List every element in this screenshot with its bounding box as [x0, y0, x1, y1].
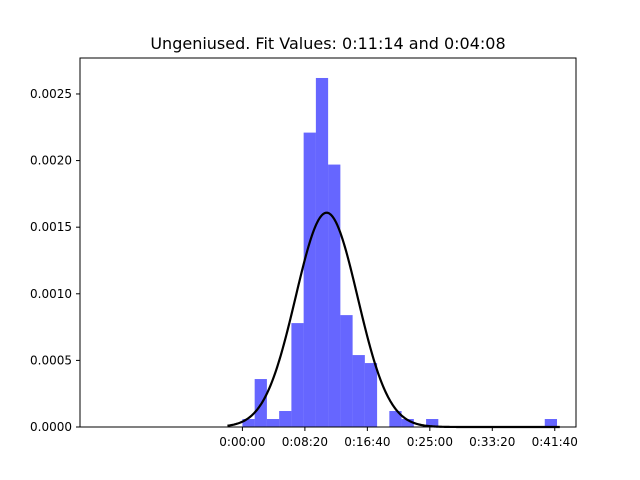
plot-frame — [79, 57, 577, 428]
y-axis: 0.0000 0.0005 0.0010 0.0015 0.0020 0.0025 — [30, 87, 80, 434]
y-tick-label: 0.0025 — [30, 87, 72, 101]
histogram-bar — [315, 77, 329, 428]
histogram-bar — [242, 419, 255, 427]
x-tick-label: 0:00:00 — [219, 435, 265, 449]
x-tick-label: 0:25:00 — [407, 435, 453, 449]
histogram-bar — [266, 419, 280, 427]
x-tick-label: 0:41:40 — [532, 435, 578, 449]
y-tick-label: 0.0010 — [30, 287, 72, 301]
histogram-bar — [279, 411, 292, 427]
histogram-bar — [401, 419, 414, 427]
histogram-bar — [303, 132, 316, 427]
y-tick-label: 0.0005 — [30, 353, 72, 367]
histogram-bar — [352, 355, 365, 427]
histogram-bar — [340, 315, 353, 427]
histogram-bar — [426, 419, 439, 427]
y-tick-label: 0.0020 — [30, 154, 72, 168]
x-tick-label: 0:16:40 — [344, 435, 390, 449]
histogram-bar — [291, 323, 304, 427]
x-tick-label: 0:33:20 — [469, 435, 515, 449]
histogram-bar — [364, 363, 378, 427]
histogram-bars — [242, 77, 558, 428]
histogram-bar — [328, 164, 341, 427]
x-tick-label: 0:08:20 — [282, 435, 328, 449]
chart-title: Ungeniused. Fit Values: 0:11:14 and 0:04… — [150, 34, 505, 53]
x-axis: 0:00:00 0:08:20 0:16:40 0:25:00 0:33:20 0:41:… — [219, 427, 578, 449]
y-tick-label: 0.0000 — [30, 420, 72, 434]
y-tick-label: 0.0015 — [30, 220, 72, 234]
histogram-bar — [544, 419, 558, 427]
histogram-bar — [389, 411, 402, 427]
